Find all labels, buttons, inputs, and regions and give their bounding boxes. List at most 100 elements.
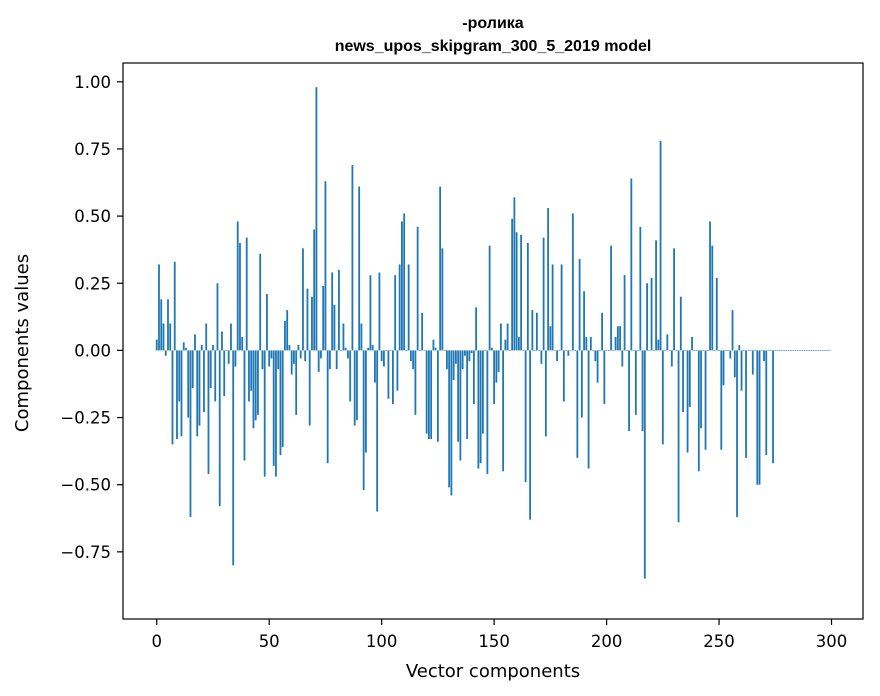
bar — [621, 350, 624, 367]
bar — [466, 350, 469, 440]
bar — [781, 350, 783, 351]
bar — [241, 336, 244, 351]
bar — [428, 350, 430, 440]
bar — [245, 237, 248, 351]
bar — [295, 350, 298, 415]
bar — [801, 350, 804, 351]
bar — [610, 245, 612, 351]
bar — [763, 350, 765, 362]
bar — [430, 350, 433, 440]
bar — [360, 323, 363, 351]
x-tick-label: 200 — [591, 632, 623, 651]
bar — [218, 350, 221, 507]
bar — [648, 350, 651, 351]
bar — [515, 232, 518, 351]
bar — [302, 248, 304, 351]
bar — [605, 350, 608, 351]
chart-title-line-2: news_upos_skipgram_300_5_2019 model — [335, 38, 652, 55]
bar — [792, 350, 795, 351]
bar — [585, 336, 588, 351]
bar — [538, 350, 541, 351]
bar — [625, 350, 628, 351]
bar — [371, 345, 374, 351]
bar — [407, 264, 410, 351]
bar — [814, 350, 817, 351]
bar — [236, 221, 239, 351]
bar — [405, 350, 408, 351]
bar — [416, 226, 419, 351]
bar — [499, 323, 502, 351]
bar — [380, 350, 383, 362]
bar — [288, 345, 291, 351]
bar — [203, 350, 205, 413]
bar — [745, 350, 747, 458]
bar — [365, 350, 367, 453]
bar — [457, 350, 460, 442]
bar — [230, 323, 232, 351]
bar — [569, 350, 572, 351]
bar — [223, 350, 226, 397]
bar — [740, 350, 743, 391]
bar — [607, 350, 610, 351]
bar — [445, 350, 448, 370]
bar — [374, 350, 376, 383]
axes-group: 0 50 100 150 200 250 300 1.00 0.75 0.50 0.25 0.00 −0… — [60, 62, 864, 651]
bar — [720, 350, 723, 450]
bar — [650, 277, 653, 351]
bar — [189, 350, 192, 517]
bar — [279, 350, 282, 456]
bar — [362, 350, 365, 491]
bar — [164, 350, 167, 356]
bar — [419, 350, 421, 351]
bar — [268, 350, 271, 367]
bar — [823, 350, 826, 351]
bar — [425, 350, 428, 434]
bar — [598, 350, 601, 351]
x-axis-label: Vector components — [406, 661, 580, 682]
bar — [331, 272, 334, 351]
bar — [799, 350, 801, 351]
bar — [326, 350, 329, 464]
bar — [385, 350, 388, 351]
bar — [173, 261, 176, 351]
bar — [317, 350, 320, 372]
bar — [329, 350, 331, 370]
bar — [394, 275, 397, 351]
bar — [344, 347, 347, 351]
bar — [423, 350, 426, 351]
bar — [383, 350, 385, 367]
bar — [239, 242, 241, 351]
bar — [652, 350, 655, 351]
bar — [513, 197, 516, 351]
bar — [322, 285, 325, 351]
bar — [297, 345, 300, 351]
bar — [524, 350, 527, 483]
bars-group — [155, 87, 831, 579]
bar — [709, 221, 711, 351]
bar — [396, 350, 399, 391]
bar — [810, 350, 813, 351]
bar — [481, 350, 484, 434]
bar — [616, 326, 619, 351]
bar — [695, 350, 698, 351]
bar — [225, 350, 228, 351]
bar — [794, 350, 797, 351]
x-tick-label: 0 — [151, 632, 162, 651]
bar — [594, 350, 597, 362]
bar — [684, 350, 687, 351]
bar — [724, 350, 727, 351]
bar — [677, 350, 680, 523]
bar — [450, 350, 453, 496]
bar — [686, 350, 689, 453]
bar — [587, 350, 590, 469]
bar — [754, 350, 756, 351]
bar — [212, 345, 214, 351]
bar — [254, 350, 257, 421]
bar — [167, 299, 169, 351]
bar — [675, 350, 678, 351]
bar — [387, 350, 390, 399]
y-axis-label: Components values — [12, 254, 33, 432]
bar — [722, 350, 725, 386]
bar — [821, 350, 824, 351]
bar — [556, 350, 558, 362]
